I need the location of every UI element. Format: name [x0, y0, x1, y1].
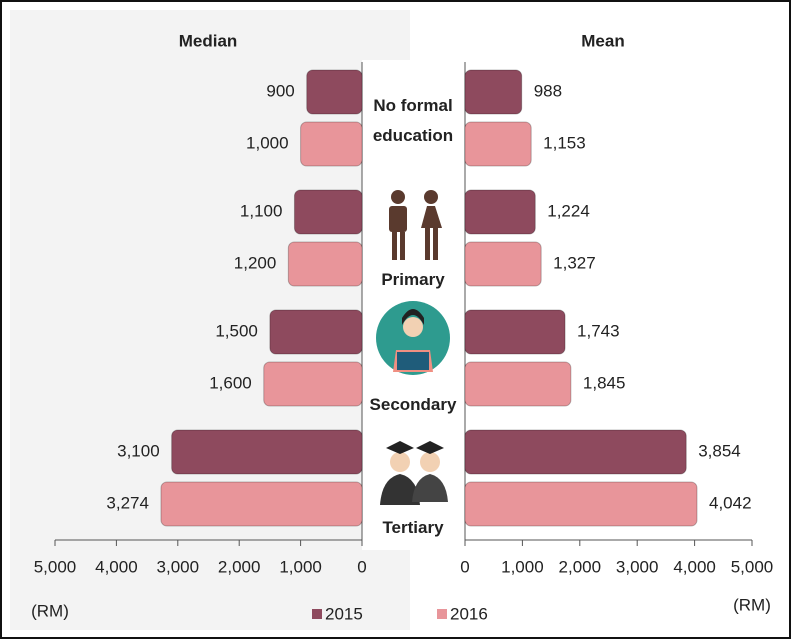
secondary-icon — [376, 301, 450, 375]
bar — [464, 481, 698, 527]
bar — [464, 189, 536, 235]
value-label: 988 — [534, 81, 562, 100]
value-label: 1,327 — [553, 253, 596, 272]
value-label: 1,845 — [583, 373, 626, 392]
legend-label: 2016 — [450, 604, 488, 623]
primary-icon — [389, 190, 442, 260]
value-label: 1,743 — [577, 321, 620, 340]
value-label: 4,042 — [709, 493, 752, 512]
category-label: Secondary — [369, 395, 457, 414]
value-label: 3,274 — [106, 493, 149, 512]
x-axis-label: (RM) — [733, 595, 771, 614]
chart-title: Mean — [581, 31, 624, 50]
category-label: No formal education — [372, 96, 454, 145]
x-axis-label: (RM) — [31, 601, 69, 620]
x-tick-label: 0 — [357, 557, 366, 576]
bar — [464, 361, 572, 407]
x-tick-label: 3,000 — [157, 557, 200, 576]
x-tick-label: 2,000 — [218, 557, 261, 576]
bar — [269, 309, 363, 355]
x-tick-label: 0 — [460, 557, 469, 576]
x-tick-label: 1,000 — [279, 557, 322, 576]
x-tick-label: 3,000 — [616, 557, 659, 576]
value-label: 1,000 — [246, 133, 289, 152]
category-label: Tertiary — [382, 518, 444, 537]
x-tick-label: 5,000 — [731, 557, 774, 576]
x-tick-label: 4,000 — [673, 557, 716, 576]
bar — [464, 429, 687, 475]
legend-label: 2015 — [325, 604, 363, 623]
category-label: Primary — [381, 270, 445, 289]
value-label: 3,854 — [698, 441, 741, 460]
value-label: 900 — [266, 81, 294, 100]
bar — [160, 481, 363, 527]
bar — [464, 309, 566, 355]
value-label: 1,200 — [234, 253, 277, 272]
value-label: 1,153 — [543, 133, 586, 152]
value-label: 1,500 — [215, 321, 258, 340]
x-tick-label: 2,000 — [559, 557, 602, 576]
value-label: 1,224 — [547, 201, 590, 220]
bar — [306, 69, 363, 115]
bar — [464, 69, 523, 115]
x-tick-label: 4,000 — [95, 557, 138, 576]
chart-title: Median — [179, 31, 238, 50]
bar — [464, 241, 542, 287]
bar — [300, 121, 363, 167]
legend-swatch — [312, 609, 322, 619]
bar — [287, 241, 363, 287]
value-label: 3,100 — [117, 441, 160, 460]
tertiary-icon — [380, 441, 448, 505]
value-label: 1,600 — [209, 373, 252, 392]
x-tick-label: 5,000 — [34, 557, 77, 576]
bar — [464, 121, 532, 167]
legend-swatch — [437, 609, 447, 619]
bar — [263, 361, 363, 407]
x-tick-label: 1,000 — [501, 557, 544, 576]
value-label: 1,100 — [240, 201, 283, 220]
bar — [293, 189, 363, 235]
bar — [171, 429, 363, 475]
